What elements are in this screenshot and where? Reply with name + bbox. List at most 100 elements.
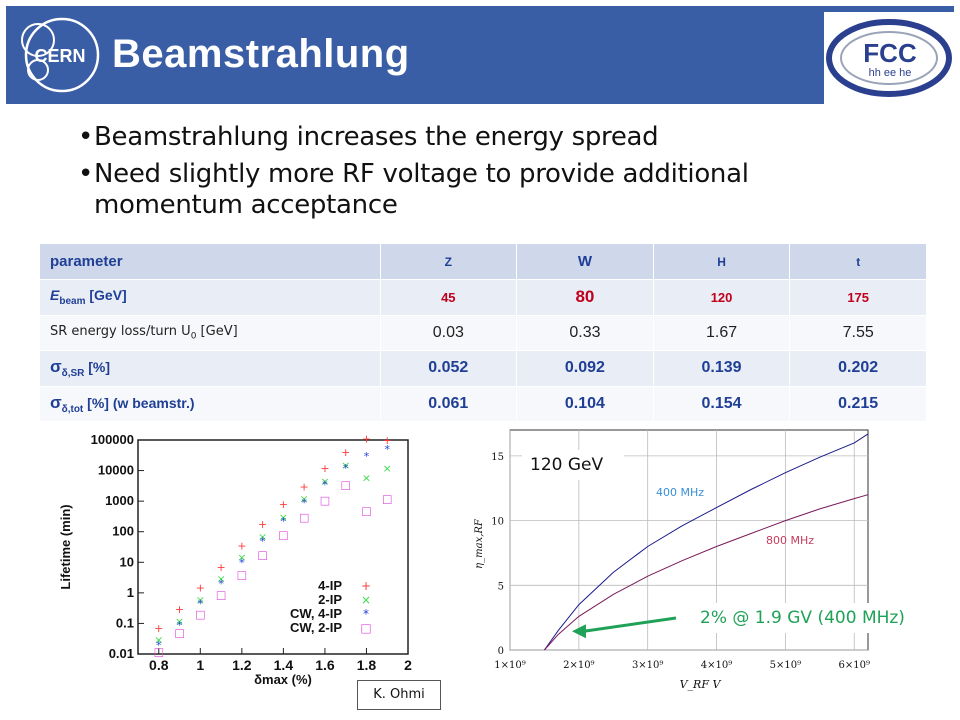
data-point: × <box>362 471 371 484</box>
legend-marker: □ <box>360 621 371 635</box>
legend-label: CW, 4-IP <box>290 606 342 621</box>
cern-logo-text: CERN <box>34 46 85 66</box>
data-point: * <box>364 450 370 463</box>
series-line <box>544 494 869 651</box>
table-row: Ebeam [GeV] 45 80 120 175 <box>40 279 927 316</box>
y-axis-label: η_max,RF <box>474 518 485 569</box>
table-cell: 0.092 <box>516 350 654 387</box>
legend-label: 4-IP <box>318 578 342 593</box>
fcc-logo-subtext: hh ee he <box>869 67 912 79</box>
legend-marker: × <box>361 593 371 607</box>
title-bar: CERN Beamstrahlung FCC hh ee he <box>6 6 954 104</box>
data-point: × <box>175 615 184 628</box>
data-point: * <box>260 535 266 548</box>
series-label: 400 MHz <box>656 486 704 499</box>
row-label: SR energy loss/turn U0 [GeV] <box>40 315 381 351</box>
x-tick-label: 2×10⁹ <box>563 660 594 671</box>
y-tick-label: 10 <box>491 517 504 528</box>
plot-frame <box>137 439 409 655</box>
data-point: * <box>239 556 245 569</box>
y-tick-label: 0 <box>498 646 504 657</box>
table-row: SR energy loss/turn U0 [GeV] 0.03 0.33 1… <box>40 315 927 351</box>
y-axis-label: Lifetime (min) <box>58 504 73 589</box>
header-cell: H <box>653 244 791 280</box>
bullet-list: Beamstrahlung increases the energy sprea… <box>78 122 838 227</box>
data-point: * <box>177 619 183 632</box>
table-cell: 0.154 <box>653 386 791 422</box>
data-point: * <box>281 515 287 528</box>
x-tick-label: 1.6 <box>315 657 335 673</box>
x-axis-label: δmax (%) <box>254 672 312 687</box>
table-cell: 0.052 <box>380 350 518 387</box>
row-label: σδ,tot [%] (w beamstr.) <box>40 386 381 422</box>
data-point: * <box>156 639 162 652</box>
bullet-item: Beamstrahlung increases the energy sprea… <box>78 122 838 153</box>
y-tick-label: 1 <box>127 585 134 600</box>
series-line <box>543 433 869 651</box>
table-cell: 0.215 <box>789 386 927 422</box>
x-tick-label: 2 <box>404 657 412 673</box>
row-label: σδ,SR [%] <box>40 350 381 387</box>
parameter-table: parameter Z W H t Ebeam [GeV] 45 80 120 … <box>40 244 927 422</box>
legend-label: 2-IP <box>318 592 342 607</box>
row-label: Ebeam [GeV] <box>40 279 381 316</box>
legend-marker: + <box>361 579 371 593</box>
table-cell: 1.67 <box>653 315 791 351</box>
x-tick-label: 1.2 <box>232 657 252 673</box>
data-point: × <box>258 530 267 543</box>
table-cell: 0.202 <box>789 350 927 387</box>
table-cell: 0.139 <box>653 350 791 387</box>
data-point: * <box>343 462 349 475</box>
fcc-logo-text: FCC <box>863 38 917 68</box>
x-tick-label: 0.8 <box>149 657 169 673</box>
table-cell: 175 <box>789 279 927 316</box>
x-tick-label: 1 <box>196 657 204 673</box>
header-cell: t <box>789 244 927 280</box>
data-point: × <box>154 633 163 646</box>
x-tick-label: 1×10⁹ <box>494 660 525 671</box>
x-tick-label: 6×10⁹ <box>838 660 869 671</box>
data-point: □ <box>278 529 288 542</box>
data-point: + <box>362 433 371 446</box>
x-tick-label: 4×10⁹ <box>701 660 732 671</box>
data-point: × <box>300 493 309 506</box>
y-tick-label: 100000 <box>91 432 134 447</box>
data-point: + <box>320 462 329 475</box>
cern-logo: CERN <box>21 17 100 93</box>
bullet-item: Need slightly more RF voltage to provide… <box>78 159 838 221</box>
header-cell: W <box>516 244 654 280</box>
data-point: □ <box>340 479 350 492</box>
lifetime-chart: 100000 10000 1000 100 10 1 0.1 0.01 0.8 1 1.2 1.4 1.… <box>48 432 416 690</box>
data-point: × <box>383 462 392 475</box>
data-point: * <box>218 578 224 591</box>
slide-title: Beamstrahlung <box>112 32 410 76</box>
y-tick-label: 15 <box>491 452 504 463</box>
arrow-annotation: 2% @ 1.9 GV (400 MHz) <box>680 603 925 633</box>
energy-annotation: 120 GeV <box>522 450 624 480</box>
data-point: + <box>258 518 267 531</box>
arrow-head <box>571 624 586 639</box>
data-point: × <box>216 572 225 585</box>
table-header-row: parameter Z W H t <box>40 244 927 280</box>
table-cell: 0.061 <box>380 386 518 422</box>
fcc-logo: FCC hh ee he <box>824 12 954 104</box>
x-tick-label: 5×10⁹ <box>770 660 801 671</box>
table-cell: 7.55 <box>789 315 927 351</box>
legend-marker: * <box>363 607 369 621</box>
data-point: + <box>237 540 246 553</box>
data-point: × <box>279 511 288 524</box>
data-point: × <box>237 551 246 564</box>
data-point: □ <box>174 627 184 640</box>
data-point: + <box>216 561 225 574</box>
data-point: * <box>384 443 390 456</box>
data-point: + <box>154 622 163 635</box>
annotation-arrow <box>583 616 677 633</box>
data-point: □ <box>299 511 309 524</box>
data-point: + <box>383 434 392 447</box>
y-tick-label: 0.1 <box>116 615 134 630</box>
data-point: □ <box>195 608 205 621</box>
data-point: * <box>198 597 204 610</box>
x-tick-label: 3×10⁹ <box>632 660 663 671</box>
data-point: □ <box>361 504 371 517</box>
data-point: □ <box>257 548 267 561</box>
